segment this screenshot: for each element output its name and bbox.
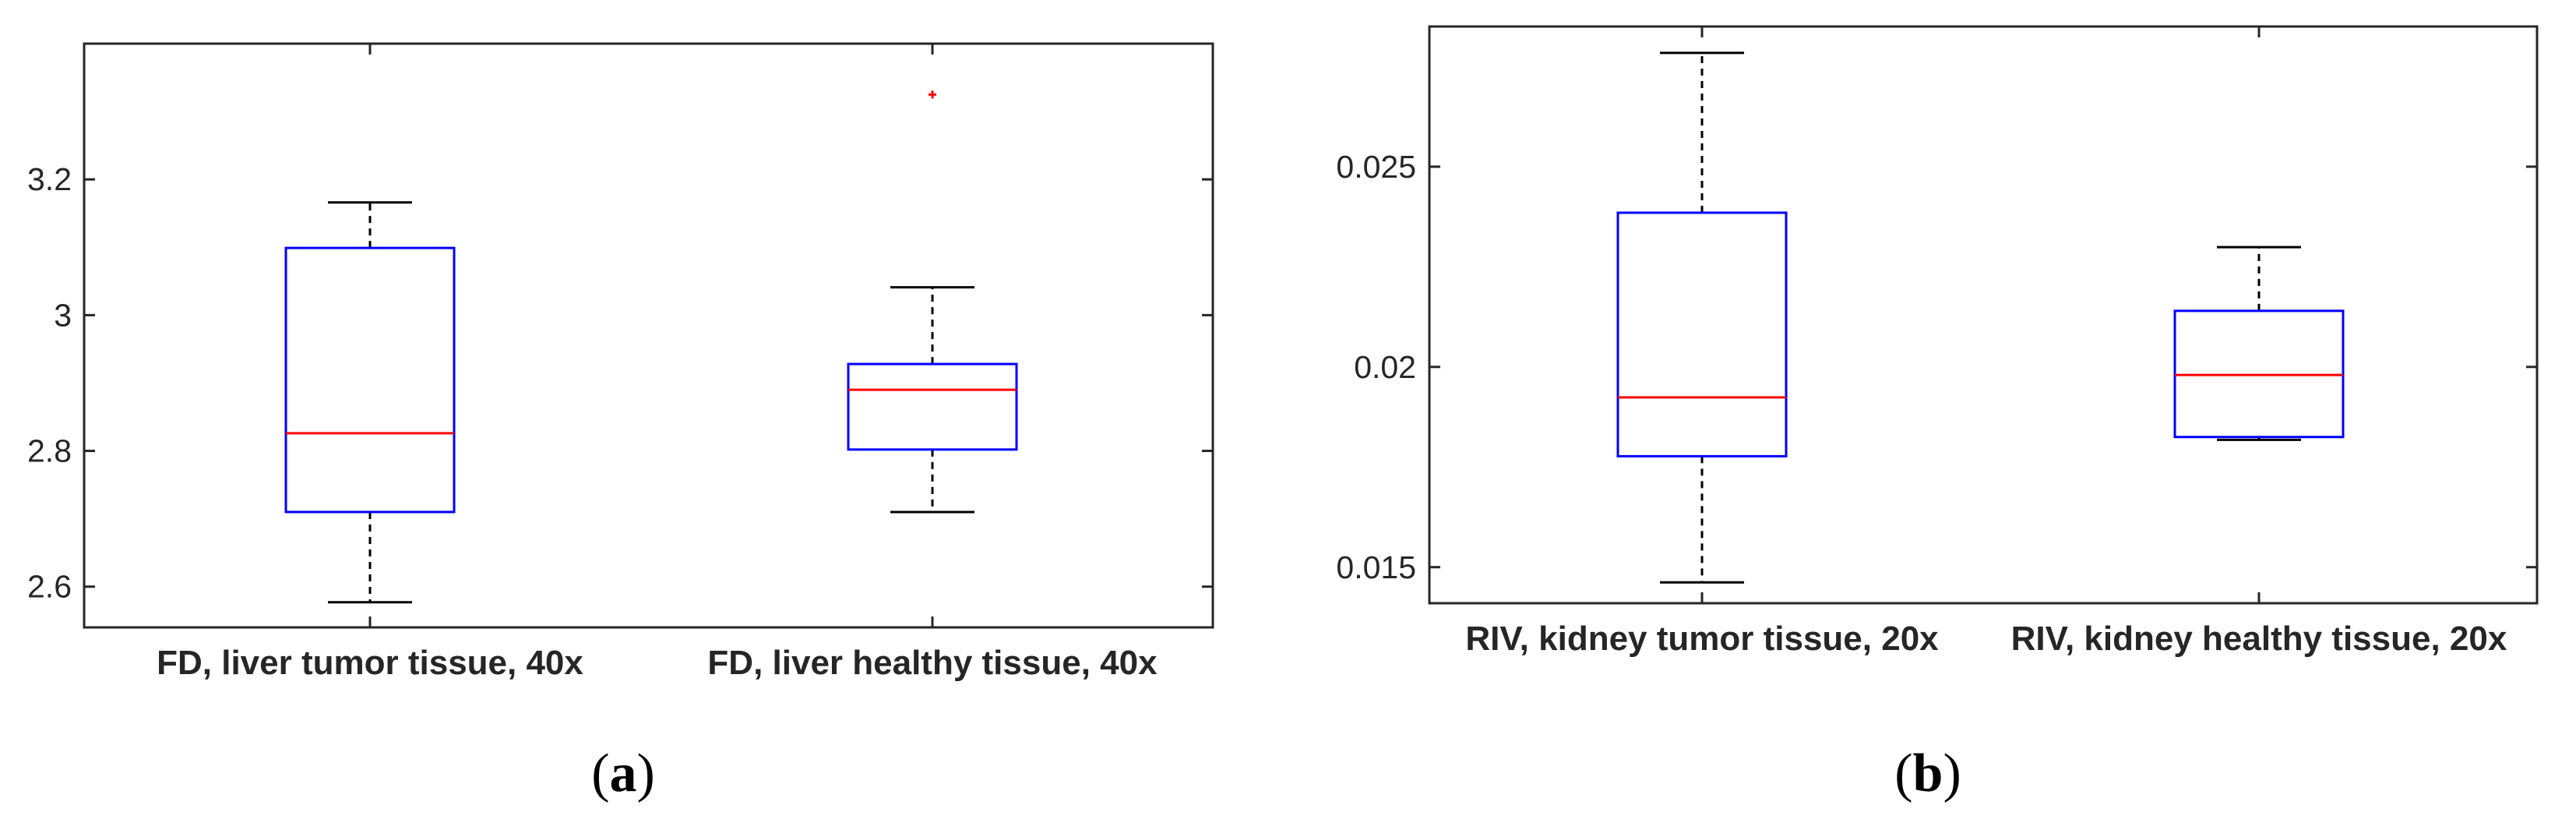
- x-category-label: RIV, kidney healthy tissue, 20x: [2011, 620, 2507, 658]
- panel-label-close-paren: ): [637, 744, 655, 804]
- iqr-box: [1616, 211, 1788, 457]
- x-category-label: RIV, kidney tumor tissue, 20x: [1465, 620, 1939, 658]
- x-category-label: FD, liver tumor tissue, 40x: [157, 644, 583, 682]
- panel-label-letter: a: [610, 744, 637, 804]
- iqr-box: [847, 362, 1018, 451]
- panel-label: (a): [591, 744, 655, 804]
- panel-label: (b): [1894, 744, 1961, 804]
- x-category-label: FD, liver healthy tissue, 40x: [707, 644, 1158, 682]
- y-tick-label: 2.6: [27, 569, 72, 605]
- panel-label-open-paren: (: [591, 744, 609, 804]
- iqr-box: [284, 246, 456, 514]
- y-tick-label: 0.015: [1336, 549, 1416, 585]
- plot-area-frame: [83, 42, 1214, 629]
- panel-label-close-paren: ): [1943, 744, 1961, 804]
- y-tick-label: 0.025: [1336, 149, 1416, 185]
- y-tick-label: 3.2: [27, 161, 72, 197]
- y-tick-label: 2.8: [27, 433, 72, 469]
- panel-label-open-paren: (: [1894, 744, 1912, 804]
- y-tick-label: 0.02: [1354, 349, 1416, 385]
- plot-area-frame: [1428, 25, 2539, 605]
- y-tick-label: 3: [54, 297, 72, 333]
- panel-label-letter: b: [1913, 744, 1943, 804]
